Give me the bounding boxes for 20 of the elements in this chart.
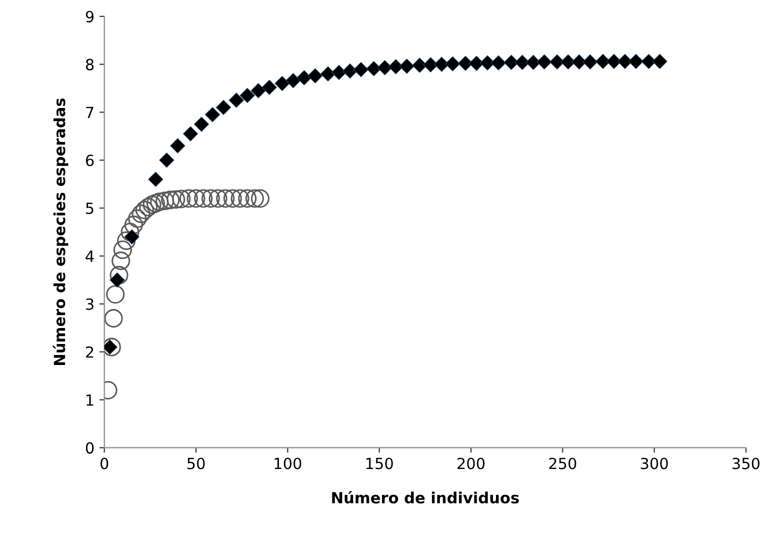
x-tick-label: 250 bbox=[549, 458, 576, 470]
x-tick-label: 50 bbox=[187, 458, 205, 470]
y-tick-label: 6 bbox=[86, 154, 94, 166]
x-tick-label: 100 bbox=[274, 458, 302, 470]
y-tick-label: 0 bbox=[86, 442, 94, 454]
y-tick-label: 1 bbox=[86, 394, 94, 406]
x-axis-title: Número de individuos bbox=[332, 491, 519, 504]
x-tick-label: 0 bbox=[100, 458, 108, 470]
x-tick-label: 300 bbox=[640, 458, 668, 470]
y-tick-label: 5 bbox=[86, 202, 94, 214]
y-tick-label: 9 bbox=[86, 10, 94, 22]
y-axis-title: Número de especies esperadas bbox=[52, 98, 68, 365]
x-tick-label: 350 bbox=[732, 458, 760, 470]
x-tick-label: 200 bbox=[458, 458, 485, 470]
y-tick-label: 8 bbox=[86, 58, 94, 70]
y-tick-label: 2 bbox=[86, 346, 94, 358]
y-tick-label: 7 bbox=[86, 106, 94, 118]
y-tick-label: 4 bbox=[86, 250, 94, 262]
x-tick-label: 150 bbox=[366, 458, 393, 470]
y-tick-label: 3 bbox=[86, 298, 94, 310]
